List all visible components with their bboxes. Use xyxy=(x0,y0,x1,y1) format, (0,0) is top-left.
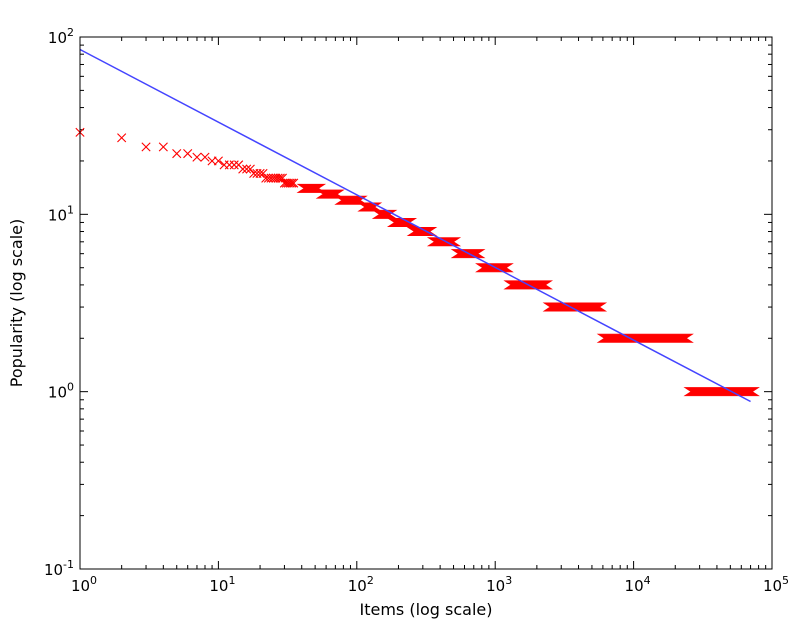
y-tick-label: 101 xyxy=(48,203,74,224)
y-tick-label: 10-1 xyxy=(44,558,74,579)
y-axis-title: Popularity (log scale) xyxy=(7,219,26,387)
x-tick-label: 104 xyxy=(625,574,651,595)
data-point-marker xyxy=(192,152,202,162)
data-point-marker xyxy=(285,178,295,188)
y-tick-label: 100 xyxy=(48,381,74,402)
y-tick-label: 102 xyxy=(48,26,74,47)
data-point-marker xyxy=(289,178,299,188)
x-tick-label: 101 xyxy=(209,574,235,595)
data-point-marker xyxy=(242,164,252,174)
x-axis-title: Items (log scale) xyxy=(359,600,492,619)
data-point-marker xyxy=(268,173,279,183)
data-point-marker xyxy=(266,173,276,183)
data-point-marker xyxy=(117,133,127,143)
data-point-marker xyxy=(224,160,234,170)
x-tick-label: 102 xyxy=(348,574,374,595)
x-tick-label: 103 xyxy=(486,574,512,595)
data-point-marker xyxy=(258,168,268,179)
plot-frame xyxy=(79,36,773,570)
data-point-run xyxy=(542,302,608,312)
data-point-marker xyxy=(229,160,239,170)
x-tick-label: 105 xyxy=(763,574,789,595)
data-point-marker xyxy=(158,142,168,152)
data-point-marker xyxy=(255,168,265,179)
data-point-run xyxy=(426,237,462,247)
data-point-marker xyxy=(213,156,223,166)
data-point-marker xyxy=(238,164,248,174)
x-tick-label: 100 xyxy=(71,574,97,595)
data-point-marker xyxy=(271,173,281,183)
data-point-marker xyxy=(183,149,193,159)
data-point-marker xyxy=(200,152,210,162)
fit-line xyxy=(79,48,751,403)
data-point-run xyxy=(683,387,760,397)
data-marks xyxy=(75,48,760,403)
data-point-marker xyxy=(275,173,285,183)
data-point-marker xyxy=(287,178,297,188)
data-point-marker xyxy=(141,142,151,152)
axis-ticks xyxy=(79,36,773,570)
data-point-marker xyxy=(277,173,287,183)
data-point-run xyxy=(596,333,694,343)
data-point-marker xyxy=(273,173,283,183)
data-point-marker xyxy=(245,164,255,174)
data-point-marker xyxy=(172,149,182,159)
